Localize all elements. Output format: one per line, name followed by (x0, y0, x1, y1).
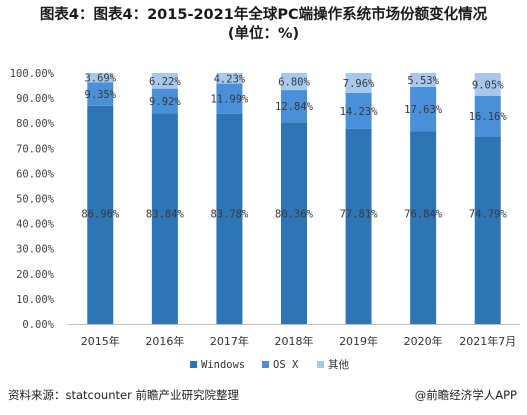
x-tick-label: 2020年 (404, 334, 443, 348)
x-tick-label: 2021年7月 (459, 334, 516, 348)
data-label: 83.84% (146, 209, 185, 221)
legend-label: OS X (273, 359, 299, 371)
y-tick-label: 100.00% (10, 68, 55, 80)
bar-segment-other (474, 73, 501, 96)
legend-label: 其他 (328, 358, 349, 371)
data-label: 12.84% (275, 101, 314, 113)
bar-segment-windows (281, 122, 307, 324)
bar-segment-other (216, 73, 243, 84)
bar-segment-osx (87, 82, 114, 106)
data-label: 5.53% (407, 75, 439, 87)
x-tick-label: 2016年 (145, 334, 184, 348)
x-tick-label: 2015年 (81, 334, 120, 348)
data-label: 9.92% (149, 96, 181, 108)
data-label: 74.79% (469, 209, 508, 221)
bar-segment-osx (474, 95, 501, 137)
legend-swatch (262, 361, 269, 368)
data-label: 80.36% (275, 209, 314, 221)
legend-swatch (317, 361, 324, 368)
x-tick-label: 2018年 (275, 334, 314, 348)
bar-segment-osx (151, 88, 178, 114)
bar-segment-osx (345, 92, 372, 129)
bar-segment-other (281, 73, 307, 91)
y-tick-label: 60.00% (16, 168, 55, 180)
y-tick-label: 0.00% (22, 319, 54, 331)
bar-segment-windows (216, 113, 243, 325)
x-tick-label: 2019年 (339, 334, 378, 348)
chart-subtitle: (单位：%) (227, 26, 300, 42)
y-tick-label: 10.00% (16, 294, 55, 306)
data-label: 11.99% (210, 94, 249, 106)
data-label: 17.63% (404, 104, 443, 116)
y-tick-label: 40.00% (16, 219, 55, 231)
data-label: 7.96% (343, 78, 375, 90)
bar-segment-other (410, 73, 437, 87)
bar-segment-osx (410, 86, 437, 132)
chart-title: 图表4：图表4：2015-2021年全球PC端操作系统市场份额变化情况 (单位：… (0, 6, 527, 44)
y-tick-label: 50.00% (16, 194, 55, 206)
data-label: 76.84% (404, 209, 443, 221)
bar-segment-windows (474, 136, 501, 324)
chart-title-main: 图表4：图表4：2015-2021年全球PC端操作系统市场份额变化情况 (39, 7, 488, 23)
stacked-bar-chart: 0.00% 10.00% 20.00% 30.00% 40.00% 50.00% 60.00… (10, 68, 520, 371)
bar-segment-other (87, 73, 114, 83)
data-label: 83.78% (210, 209, 249, 221)
y-tick-label: 80.00% (16, 118, 55, 130)
bar-segment-windows (151, 113, 178, 324)
bar-segment-other (151, 73, 178, 89)
legend-swatch (190, 361, 197, 368)
data-label: 9.35% (84, 89, 116, 101)
data-label: 9.05% (472, 79, 504, 91)
source-note: 资料来源：statcounter 前瞻产业研究院整理 (8, 388, 239, 402)
data-label: 16.16% (469, 111, 508, 123)
bar-segment-windows (410, 131, 437, 324)
y-tick-label: 20.00% (16, 269, 55, 281)
bar-segment-osx (281, 90, 307, 123)
bar-segment-other (345, 73, 372, 93)
data-label: 14.23% (340, 106, 379, 118)
bar-segment-windows (345, 128, 372, 324)
x-tick-label: 2017年 (210, 334, 249, 348)
data-label: 6.22% (149, 76, 181, 88)
bar-segment-windows (87, 105, 114, 324)
data-label: 4.23% (214, 73, 246, 85)
y-tick-label: 90.00% (16, 93, 55, 105)
data-label: 86.96% (81, 209, 120, 221)
data-label: 6.80% (278, 77, 310, 89)
credit-note: @前瞻经济学人APP (414, 388, 517, 402)
legend-label: Windows (201, 359, 245, 371)
y-tick-label: 30.00% (16, 244, 55, 256)
y-tick-label: 70.00% (16, 143, 55, 155)
bar-segment-osx (216, 83, 243, 114)
data-label: 3.69% (84, 73, 116, 85)
data-label: 77.81% (340, 209, 379, 221)
